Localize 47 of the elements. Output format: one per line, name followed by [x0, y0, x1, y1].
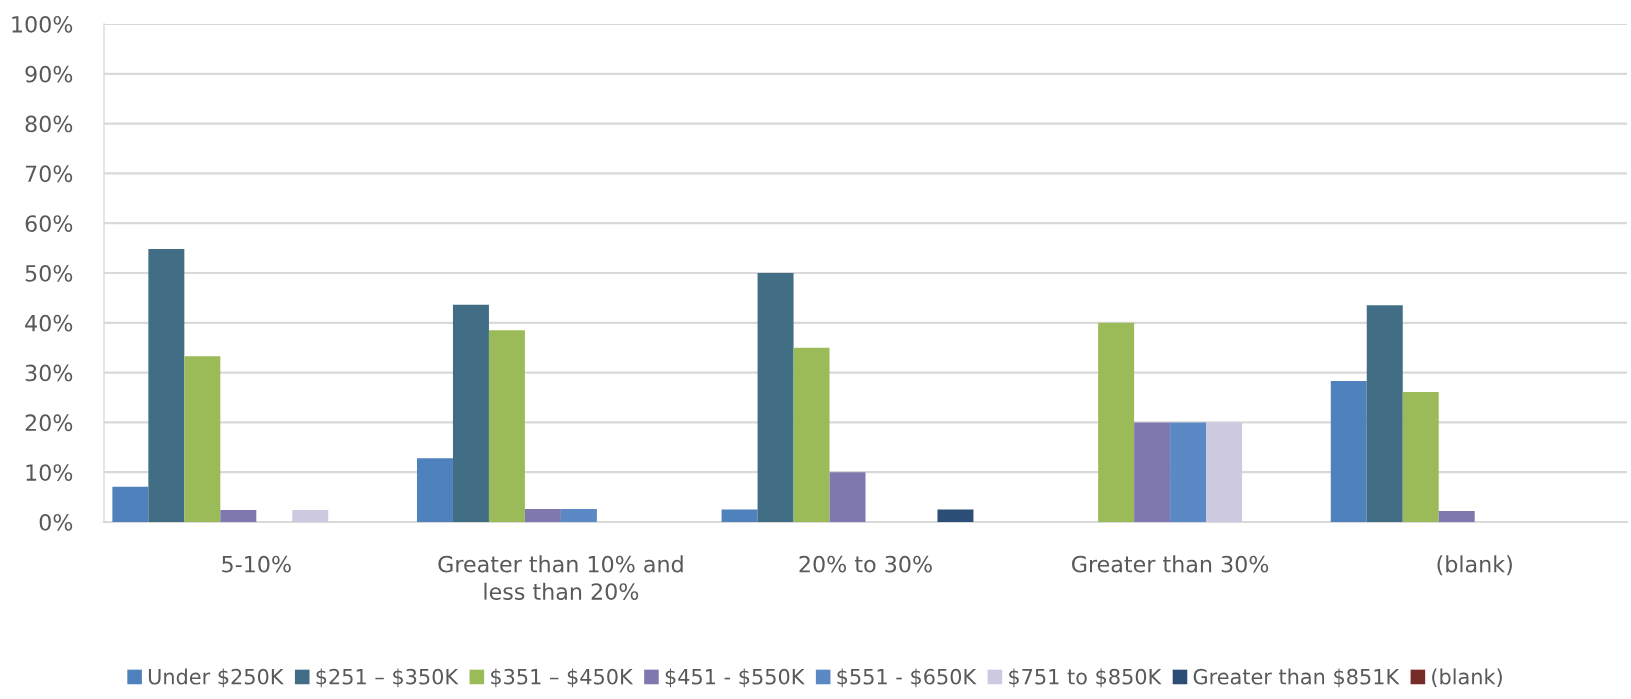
bar	[1134, 422, 1171, 522]
bar	[452, 304, 489, 522]
legend-label: Under $250K	[148, 668, 284, 688]
bar	[937, 509, 974, 522]
bar	[112, 486, 149, 522]
x-tick-label: 5-10%	[222, 555, 291, 573]
bar	[220, 510, 257, 522]
bar	[1330, 381, 1367, 522]
bar	[829, 472, 866, 522]
bar	[292, 510, 329, 522]
bar	[793, 347, 830, 522]
bar	[524, 509, 561, 522]
legend-label: $551 - $650K	[837, 668, 977, 688]
y-tick-label: 90%	[25, 65, 73, 83]
bar	[757, 273, 794, 522]
y-tick-label: 50%	[25, 264, 73, 282]
x-tick-label: Greater than 10% and less than 20%	[438, 555, 683, 600]
bar	[1206, 422, 1243, 522]
legend-label: (blank)	[1432, 668, 1502, 687]
y-tick-label: 0%	[39, 513, 73, 531]
legend-label: $251 – $350K	[316, 668, 459, 688]
y-tick-label: 100%	[12, 15, 73, 33]
bar	[416, 458, 453, 522]
y-tick-label: 80%	[25, 115, 73, 133]
y-tick-label: 10%	[26, 464, 73, 481]
bar	[1366, 305, 1403, 522]
legend-label: Greater than $851K	[1193, 668, 1400, 688]
x-tick-label: 20% to 30%	[799, 555, 932, 573]
bar	[184, 356, 221, 522]
y-tick-label: 30%	[25, 364, 73, 382]
y-tick-label: 60%	[25, 215, 73, 232]
bar	[1438, 511, 1475, 522]
bar	[560, 509, 597, 522]
y-tick-label: 40%	[25, 314, 73, 332]
x-tick-label: (blank)	[1437, 555, 1512, 576]
legend-label: $751 to $850K	[1009, 668, 1162, 688]
x-tick-label: Greater than 30%	[1072, 555, 1269, 573]
bar	[1170, 422, 1207, 522]
legend-label: $351 – $450K	[491, 668, 634, 688]
y-tick-label: 70%	[25, 165, 73, 183]
bar	[1098, 322, 1135, 522]
bar	[148, 249, 185, 522]
bar	[1402, 392, 1439, 522]
legend-label: $451 - $550K	[665, 668, 805, 688]
bar	[488, 330, 525, 522]
y-tick-label: 20%	[25, 414, 73, 432]
bar	[721, 509, 758, 522]
